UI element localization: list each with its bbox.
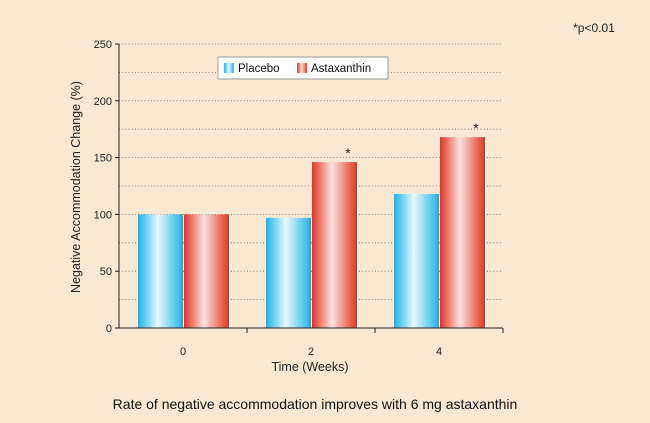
x-axis-title: Time (Weeks) [271, 360, 348, 374]
y-tick-label: 250 [94, 39, 112, 51]
y-tick-label: 200 [94, 96, 112, 108]
bar-astaxanthin-week-2 [312, 162, 356, 328]
legend: Placebo Astaxanthin [217, 56, 389, 80]
bar-placebo-week-2 [266, 217, 310, 328]
y-tick-label: 100 [94, 209, 112, 221]
bar-placebo-week-4 [394, 193, 438, 328]
legend-swatch-astaxanthin [297, 63, 307, 73]
axes: 0 50 100 150 200 250 0 2 4 [94, 39, 504, 358]
y-tick-label: 150 [94, 153, 112, 165]
x-tick-label: 2 [308, 346, 314, 358]
legend-label-astaxanthin: Astaxanthin [311, 63, 371, 75]
significance-marker: * [473, 120, 479, 136]
legend-label-placebo: Placebo [238, 63, 280, 75]
x-tick-label: 4 [436, 346, 442, 358]
significance-note: *p<0.01 [573, 21, 615, 35]
bars: ** [138, 120, 485, 328]
significance-marker: * [345, 145, 351, 161]
figure-caption: Rate of negative accommodation improves … [113, 396, 518, 412]
y-tick-label: 50 [100, 266, 112, 278]
x-tick-label: 0 [180, 346, 186, 358]
y-tick-label: 0 [106, 323, 112, 335]
bar-astaxanthin-week-0 [184, 214, 228, 328]
legend-swatch-placebo [224, 63, 234, 73]
bar-placebo-week-0 [138, 214, 182, 328]
bar-astaxanthin-week-4 [440, 137, 484, 328]
y-axis-title: Negative Accommodation Change (%) [69, 81, 83, 293]
